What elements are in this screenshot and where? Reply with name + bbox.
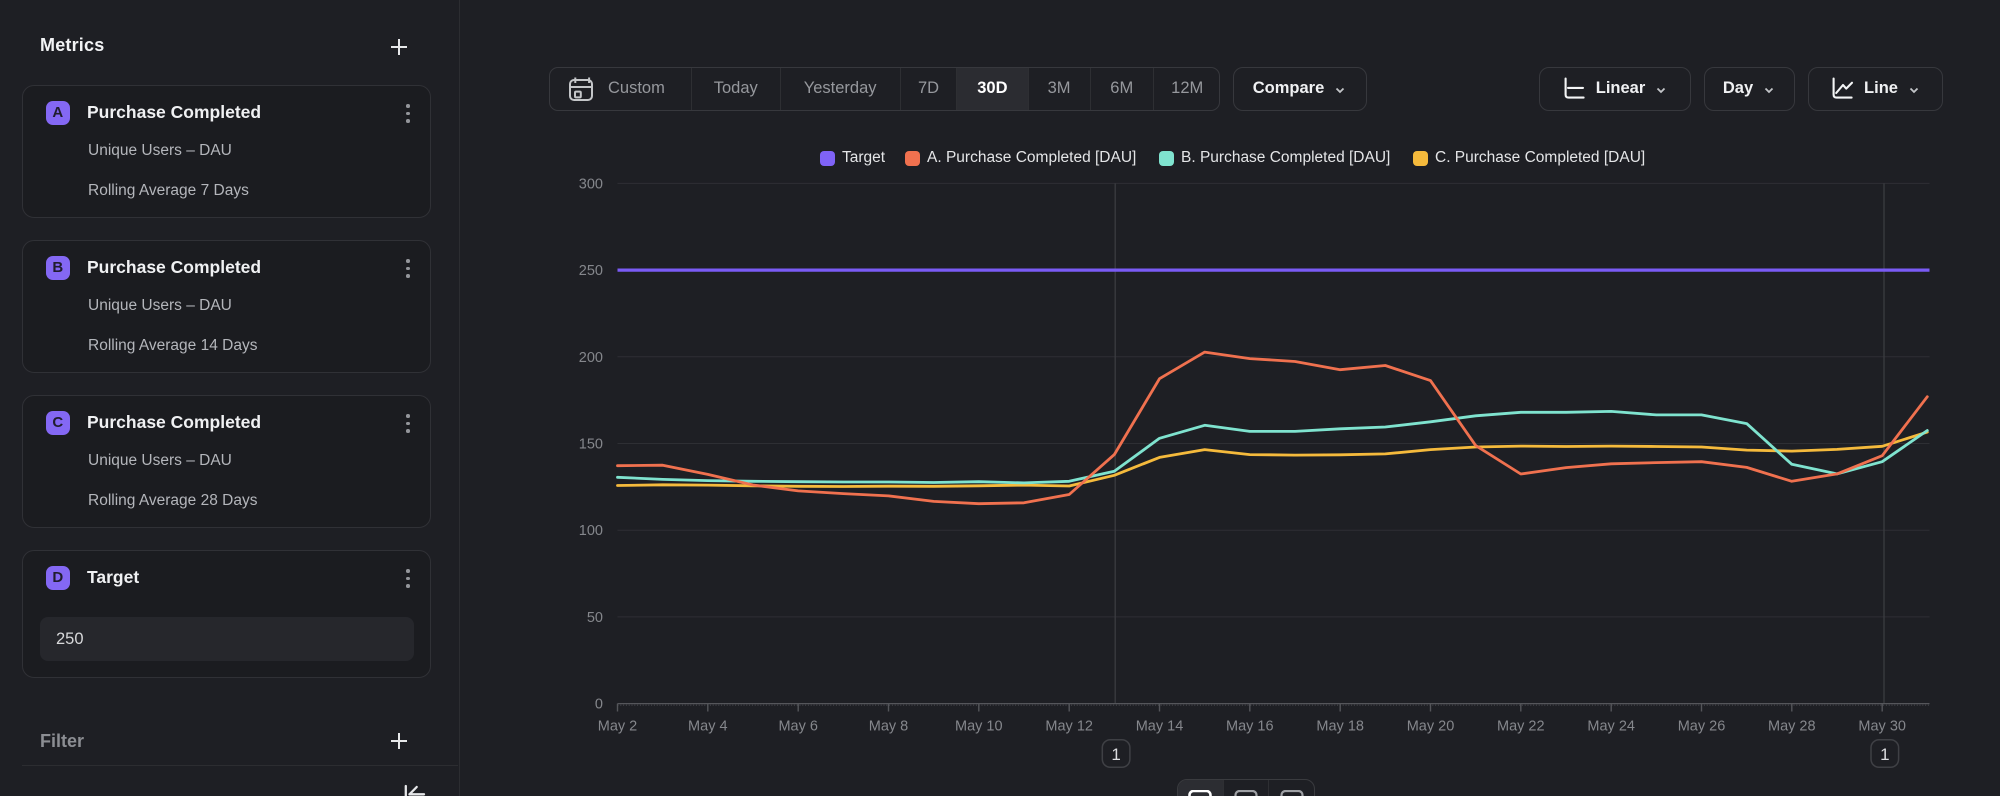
svg-text:50: 50: [587, 610, 603, 626]
svg-text:May 20: May 20: [1407, 719, 1455, 735]
svg-text:May 30: May 30: [1858, 719, 1906, 735]
svg-text:1: 1: [1111, 745, 1120, 764]
svg-text:May 28: May 28: [1768, 719, 1816, 735]
svg-text:200: 200: [579, 350, 603, 366]
svg-text:100: 100: [579, 523, 603, 539]
svg-text:May 10: May 10: [955, 719, 1003, 735]
svg-text:250: 250: [579, 263, 603, 279]
svg-text:May 14: May 14: [1136, 719, 1184, 735]
svg-text:150: 150: [579, 437, 603, 453]
svg-text:May 22: May 22: [1497, 719, 1545, 735]
svg-text:May 2: May 2: [598, 719, 638, 735]
svg-text:0: 0: [595, 697, 603, 713]
svg-text:1: 1: [1880, 745, 1889, 764]
svg-text:May 6: May 6: [778, 719, 818, 735]
svg-text:May 4: May 4: [688, 719, 728, 735]
svg-text:300: 300: [579, 176, 603, 192]
svg-text:May 24: May 24: [1587, 719, 1635, 735]
svg-text:May 12: May 12: [1045, 719, 1093, 735]
svg-text:May 18: May 18: [1316, 719, 1364, 735]
svg-text:May 16: May 16: [1226, 719, 1274, 735]
svg-text:May 26: May 26: [1678, 719, 1726, 735]
svg-text:May 8: May 8: [869, 719, 909, 735]
